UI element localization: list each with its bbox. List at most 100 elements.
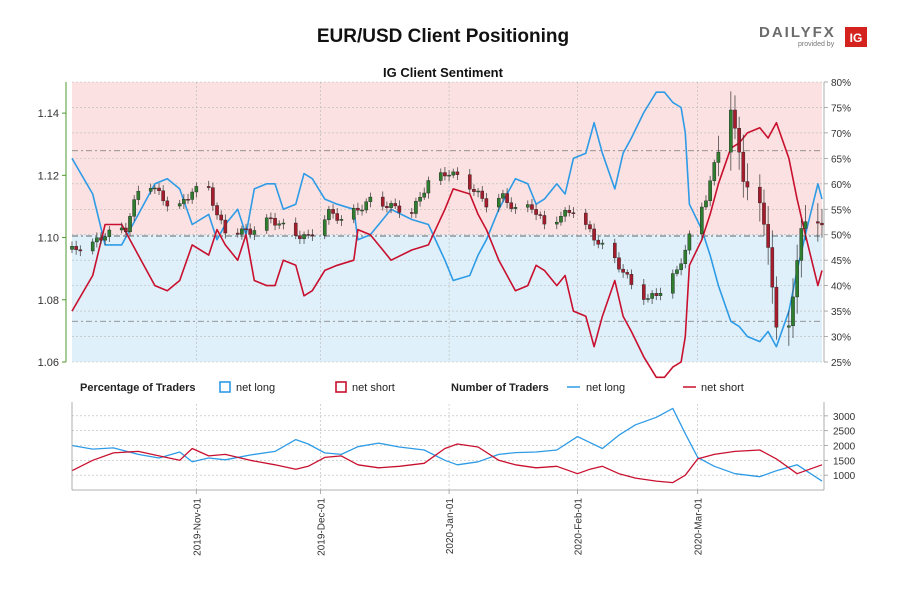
candle-body [244, 228, 248, 231]
ig-badge [845, 27, 867, 47]
candle-body [397, 205, 402, 213]
candle-body [584, 212, 588, 225]
candle-body [206, 186, 211, 188]
candle-body [733, 109, 737, 129]
right-tick-label: 35% [831, 307, 851, 318]
candle-body [273, 217, 277, 226]
candle-body [269, 217, 273, 220]
candle-body [642, 284, 646, 300]
candle-body [820, 222, 824, 226]
candle-body [364, 201, 368, 211]
candle-body [505, 193, 509, 203]
candle-body [787, 325, 791, 328]
candle-body [679, 263, 683, 270]
candle-body [306, 234, 310, 236]
candle-body [190, 191, 194, 200]
candle-body [555, 221, 559, 225]
candle-body [99, 237, 103, 241]
legend-short-swatch [335, 381, 347, 393]
candle-body [240, 228, 244, 235]
candle-body [426, 180, 431, 194]
net-short-count-line [71, 443, 823, 484]
x-tick-label: 2019-Nov-01 [192, 498, 203, 556]
candle-body [74, 246, 78, 250]
candle-body [182, 199, 186, 204]
right-tick-label: 60% [831, 180, 851, 191]
legend-pct-long: net long [236, 382, 275, 394]
candle-body [729, 109, 733, 153]
candle-body [795, 260, 799, 298]
candle-body [704, 200, 708, 208]
candle-body [157, 187, 161, 191]
candle-body [559, 216, 563, 223]
candle-body [538, 214, 543, 216]
candle-body [177, 203, 182, 207]
right-tick-label: 70% [831, 129, 851, 140]
right-tick-label: 40% [831, 282, 851, 293]
x-tick-label: 2020-Feb-01 [574, 498, 585, 556]
legend-num-long: net long [586, 382, 625, 394]
candle-body [501, 193, 505, 199]
candle-body [758, 186, 762, 204]
candle-body [451, 171, 456, 176]
candle-body [496, 197, 501, 208]
candle-body [455, 171, 460, 175]
candle-body [136, 191, 141, 200]
candle-body [418, 197, 422, 202]
legend: Percentage of Traders net long net short… [80, 381, 744, 394]
candle-body [107, 229, 112, 237]
right-tick-label: 80% [831, 78, 851, 89]
candle-body [646, 298, 650, 300]
candle-body [414, 200, 418, 214]
candle-body [816, 221, 820, 224]
candle-body [161, 190, 165, 202]
candle-body [563, 210, 567, 217]
candle-body [322, 219, 327, 236]
candle-body [534, 209, 538, 215]
candle-body [625, 272, 630, 275]
sentiment-title: IG Client Sentiment [383, 65, 504, 80]
candle-body [766, 224, 770, 248]
candle-body [617, 257, 621, 270]
page-title: EUR/USD Client Positioning [317, 26, 569, 47]
candle-body [95, 237, 99, 243]
dailyfx-logo: DAILYFX provided by IG [759, 24, 867, 48]
left-tick-label: 1.12 [38, 170, 59, 182]
candle-body [215, 205, 219, 216]
candle-body [438, 172, 443, 181]
right-tick-label: 50% [831, 231, 851, 242]
candle-body [393, 203, 398, 207]
brand-subtext: provided by [798, 41, 835, 48]
candle-body [447, 174, 451, 177]
right-tick-label: 45% [831, 256, 851, 267]
candle-body [658, 292, 663, 296]
legend-pct-short: net short [352, 382, 395, 394]
candle-body [600, 242, 605, 245]
candle-body [567, 210, 572, 213]
left-tick-label: 1.14 [38, 108, 59, 120]
brand-text: DAILYFX [759, 24, 836, 41]
candle-body [124, 227, 128, 233]
candle-body [799, 228, 804, 261]
candle-body [327, 209, 331, 220]
candle-body [165, 200, 170, 207]
candle-body [78, 249, 83, 252]
candle-body [700, 206, 704, 235]
candle-body [712, 162, 717, 181]
sentiment-background [72, 82, 822, 362]
candle-body [596, 239, 601, 245]
main-grid [72, 81, 822, 363]
candle-body [310, 234, 315, 236]
long-zone [72, 234, 822, 362]
left-tick-label: 1.10 [38, 233, 59, 245]
x-tick-label: 2020-Jan-01 [445, 498, 456, 555]
candle-body [803, 221, 808, 229]
candle-body [339, 218, 344, 221]
candle-body [335, 213, 339, 221]
candle-body [509, 202, 514, 209]
candle-body [526, 204, 530, 208]
candle-body [675, 269, 679, 274]
candle-body [770, 247, 775, 288]
candle-body [103, 236, 107, 241]
candle-body [588, 224, 592, 230]
